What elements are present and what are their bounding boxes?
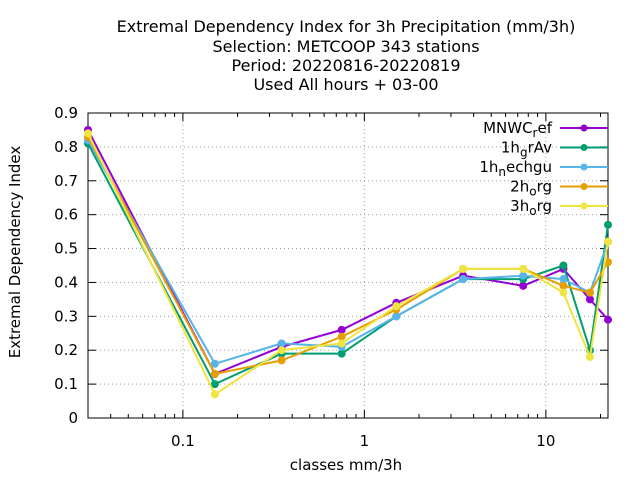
series-4-point-1 — [210, 390, 219, 399]
y-tick-label-2: 0.2 — [54, 341, 78, 359]
series-1-point-3 — [337, 349, 346, 358]
series-1-point-1 — [210, 380, 219, 389]
title-line-1: Extremal Dependency Index for 3h Precipi… — [117, 17, 576, 36]
series-4-point-5 — [459, 264, 468, 273]
series-1-point-9 — [604, 220, 612, 229]
y-tick-label-6: 0.6 — [54, 206, 78, 224]
series-3-point-8 — [585, 288, 594, 297]
legend-label-0: MNWCref — [483, 119, 553, 140]
series-line-4 — [87, 132, 609, 396]
series-line-1 — [87, 143, 609, 386]
axes: 0 0.1 0.2 0.3 0.4 0.5 0.6 0.7 0.8 0.9 0.1 1 10 — [54, 104, 609, 450]
legend-label-2: 1hnechgu — [479, 158, 552, 179]
legend-marker-0 — [580, 124, 588, 132]
series-0-point-3 — [337, 325, 346, 334]
series-3-point-2 — [277, 356, 286, 365]
legend-marker-3 — [580, 183, 588, 190]
series-4-point-4 — [392, 302, 401, 311]
series-4-point-7 — [559, 288, 568, 297]
x-tick-label-0: 0.1 — [171, 432, 195, 450]
series-line-3 — [87, 136, 609, 376]
series-3-point-7 — [559, 281, 568, 290]
series-2-point-2 — [277, 339, 286, 348]
title-line-4: Used All hours + 03-00 — [253, 75, 438, 94]
x-axis-label: classes mm/3h — [290, 456, 402, 474]
series-2-point-5 — [459, 275, 468, 284]
series-0-point-6 — [519, 281, 528, 290]
x-tick-label-1: 1 — [360, 432, 370, 450]
y-tick-label-0: 0 — [68, 409, 78, 427]
series-4-point-8 — [585, 353, 594, 361]
series-0-point-9 — [604, 315, 612, 324]
series-4-point-0 — [84, 129, 92, 138]
y-tick-label-9: 0.9 — [54, 104, 78, 122]
series-lines — [84, 125, 612, 399]
series-4-point-2 — [277, 346, 286, 355]
legend-label-1: 1hgrAv — [501, 139, 552, 160]
series-2-point-4 — [392, 312, 401, 321]
legend-marker-2 — [580, 163, 588, 171]
title-line-3: Period: 20220816-20220819 — [231, 56, 460, 75]
series-4-point-9 — [604, 237, 612, 246]
x-tick-label-2: 10 — [536, 432, 555, 450]
y-tick-label-3: 0.3 — [54, 307, 78, 325]
y-tick-label-8: 0.8 — [54, 138, 78, 156]
series-2-point-6 — [519, 271, 528, 280]
series-line-2 — [87, 139, 609, 365]
legend-label-4: 3horg — [510, 197, 552, 218]
y-tick-label-5: 0.5 — [54, 240, 78, 258]
series-1-point-7 — [559, 261, 568, 270]
legend-marker-1 — [580, 144, 588, 151]
series-2-point-1 — [210, 359, 219, 368]
series-4-point-3 — [337, 339, 346, 348]
legend-marker-4 — [580, 202, 588, 210]
y-tick-label-4: 0.4 — [54, 273, 78, 291]
series-4-point-6 — [519, 264, 528, 273]
y-axis-label: Extremal Dependency Index — [6, 146, 24, 359]
title-line-2: Selection: METCOOP 343 stations — [212, 37, 479, 56]
series-0-point-8 — [585, 295, 594, 304]
series-3-point-1 — [210, 369, 219, 378]
series-3-point-3 — [337, 332, 346, 341]
series-2-point-7 — [559, 275, 568, 284]
chart-title: Extremal Dependency Index for 3h Precipi… — [117, 17, 576, 94]
y-tick-label-1: 0.1 — [54, 375, 78, 393]
y-tick-label-7: 0.7 — [54, 172, 78, 190]
legend-label-3: 2horg — [510, 178, 552, 199]
